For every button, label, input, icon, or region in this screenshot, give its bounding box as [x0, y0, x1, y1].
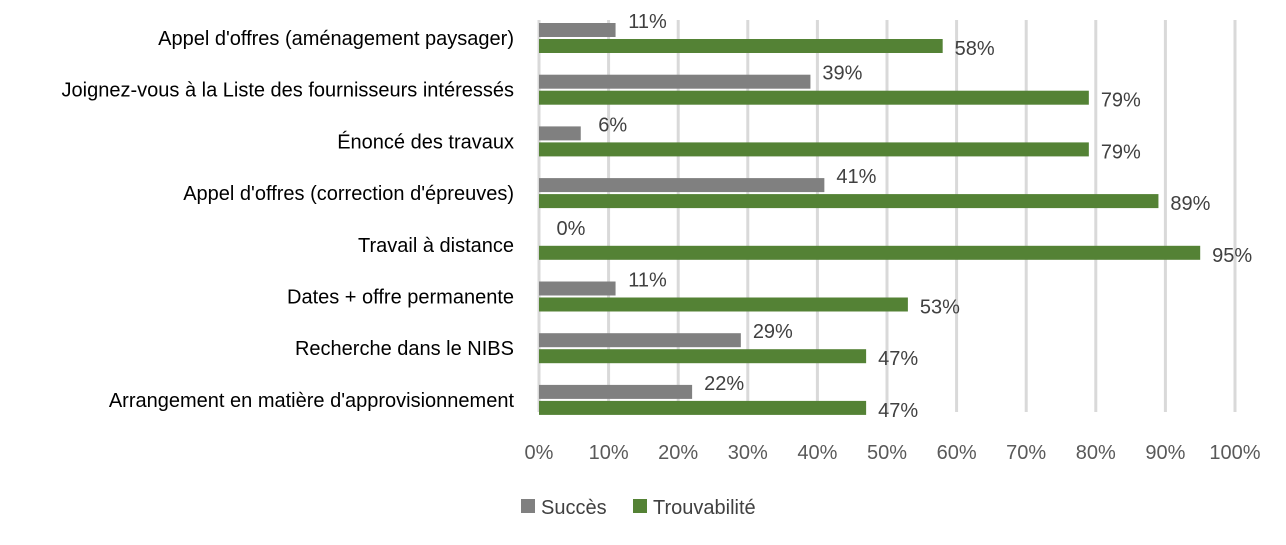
category-label: Joignez-vous à la Liste des fournisseurs…	[62, 80, 514, 102]
legend: Succès Trouvabilité	[521, 497, 756, 519]
data-label-trouvabilite: 53%	[920, 297, 960, 319]
bar-succes	[539, 384, 693, 399]
bar-succes	[539, 23, 616, 37]
category-label: Appel d'offres (aménagement paysager)	[158, 28, 514, 50]
x-tick-label: 50%	[867, 442, 907, 464]
legend-swatch-succes	[521, 499, 535, 513]
x-tick-label: 100%	[1209, 442, 1260, 464]
category-label: Appel d'offres (correction d'épreuves)	[183, 183, 514, 205]
x-tick-label: 60%	[937, 442, 977, 464]
data-label-trouvabilite: 79%	[1101, 141, 1141, 163]
x-tick-label: 70%	[1006, 442, 1046, 464]
bar-trouvabilite	[539, 194, 1159, 209]
bar-trouvabilite	[539, 297, 908, 312]
category-label: Recherche dans le NIBS	[295, 338, 514, 360]
data-label-succes: 41%	[836, 166, 876, 188]
data-label-succes: 0%	[557, 218, 586, 240]
x-tick-label: 10%	[589, 442, 629, 464]
data-labels: 11% 58% 39% 79% 6% 79% 41% 89% 0% 95% 11% 53% 29% 47%…	[557, 11, 1253, 422]
bar-succes	[539, 74, 811, 89]
data-label-succes: 39%	[822, 63, 862, 85]
category-label: Énoncé des travaux	[337, 130, 514, 153]
x-tick-label: 80%	[1076, 442, 1116, 464]
x-tick-label: 20%	[658, 442, 698, 464]
x-tick-label: 90%	[1145, 442, 1185, 464]
bar-succes	[539, 126, 581, 141]
x-tick-label: 30%	[728, 442, 768, 464]
category-label: Dates + offre permanente	[287, 287, 514, 309]
bar-trouvabilite	[539, 245, 1201, 260]
category-label: Travail à distance	[358, 235, 514, 257]
data-label-succes: 6%	[598, 114, 627, 136]
data-label-trouvabilite: 95%	[1212, 245, 1252, 267]
bar-succes	[539, 281, 616, 296]
bar-trouvabilite	[539, 90, 1089, 105]
x-tick-label: 0%	[525, 442, 554, 464]
data-label-trouvabilite: 58%	[955, 38, 995, 60]
bars	[539, 23, 1201, 415]
data-label-succes: 11%	[628, 11, 667, 33]
bar-trouvabilite	[539, 39, 943, 53]
data-label-succes: 29%	[753, 321, 793, 343]
data-label-succes: 22%	[704, 373, 744, 395]
bar-trouvabilite	[539, 349, 867, 364]
legend-swatch-trouvabilite	[633, 499, 647, 513]
x-tick-label: 40%	[797, 442, 837, 464]
legend-label-succes: Succès	[541, 497, 607, 519]
category-labels: Appel d'offres (aménagement paysager) Joi…	[62, 28, 515, 412]
bar-succes	[539, 178, 825, 193]
data-label-trouvabilite: 79%	[1101, 90, 1141, 112]
data-label-trouvabilite: 47%	[878, 400, 918, 422]
data-label-succes: 11%	[628, 270, 667, 292]
legend-label-trouvabilite: Trouvabilité	[653, 497, 756, 519]
bar-trouvabilite	[539, 400, 867, 415]
data-label-trouvabilite: 47%	[878, 348, 918, 370]
bar-trouvabilite	[539, 142, 1089, 157]
x-axis-tick-labels: 0% 10% 20% 30% 40% 50% 60% 70% 80% 90% 100%	[525, 442, 1261, 464]
data-label-trouvabilite: 89%	[1170, 193, 1210, 215]
category-label: Arrangement en matière d'approvisionneme…	[109, 390, 515, 412]
bar-succes	[539, 333, 741, 348]
